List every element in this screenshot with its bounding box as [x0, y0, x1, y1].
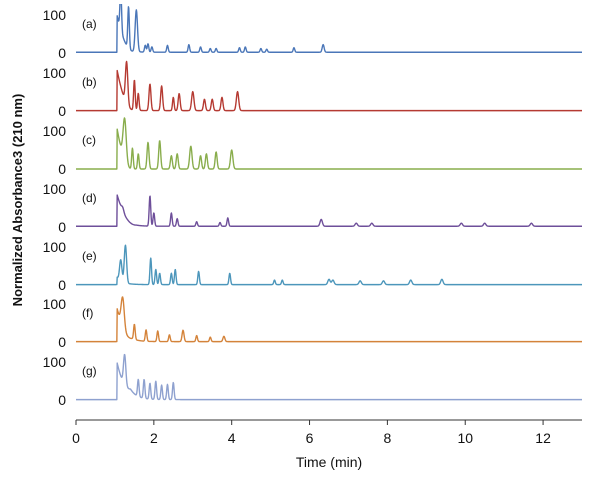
y-tick-label-6-100: 100: [43, 296, 67, 312]
y-tick-label-6-0: 0: [58, 334, 66, 350]
y-axis-title: Normalized Absorbance3 (210 nm): [10, 94, 25, 307]
panel-label-f: (f): [82, 306, 93, 320]
y-tick-label-2-0: 0: [58, 103, 66, 119]
y-tick-label-1-0: 0: [58, 45, 66, 61]
panel-label-b: (b): [82, 75, 97, 89]
y-tick-label-5-0: 0: [58, 277, 66, 293]
series-line-d: [76, 194, 582, 227]
series-line-f: [76, 296, 582, 343]
x-tick-label-4: 4: [228, 430, 236, 446]
panel-label-e: (e): [82, 249, 97, 263]
series-line-g: [76, 353, 582, 401]
series-line-a: [76, 4, 582, 53]
panel-label-a: (a): [82, 17, 97, 31]
panel-label-g: (g): [82, 364, 97, 378]
y-tick-label-7-0: 0: [58, 392, 66, 408]
y-tick-label-2-100: 100: [43, 65, 67, 81]
y-tick-label-4-0: 0: [58, 219, 66, 235]
panel-label-c: (c): [82, 133, 96, 147]
x-tick-label-10: 10: [457, 430, 473, 446]
y-tick-label-1-100: 100: [43, 7, 67, 23]
panel-label-d: (d): [82, 191, 97, 205]
series-line-c: [76, 117, 582, 170]
x-tick-label-8: 8: [383, 430, 391, 446]
y-tick-label-5-100: 100: [43, 239, 67, 255]
x-tick-label-0: 0: [72, 430, 80, 446]
x-tick-label-6: 6: [306, 430, 314, 446]
x-tick-label-12: 12: [535, 430, 551, 446]
y-tick-label-7-100: 100: [43, 354, 67, 370]
series-line-b: [76, 60, 582, 112]
x-axis-title: Time (min): [296, 454, 362, 470]
y-tick-label-4-100: 100: [43, 181, 67, 197]
series-line-e: [76, 244, 582, 286]
y-tick-label-3-100: 100: [43, 123, 67, 139]
x-tick-label-2: 2: [150, 430, 158, 446]
y-tick-label-3-0: 0: [58, 161, 66, 177]
